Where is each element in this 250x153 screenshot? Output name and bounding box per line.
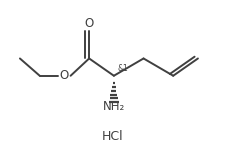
Text: NH₂: NH₂	[103, 100, 125, 113]
Text: HCl: HCl	[102, 130, 124, 143]
Text: O: O	[84, 17, 94, 30]
Text: &1: &1	[117, 64, 128, 73]
Text: O: O	[60, 69, 69, 82]
